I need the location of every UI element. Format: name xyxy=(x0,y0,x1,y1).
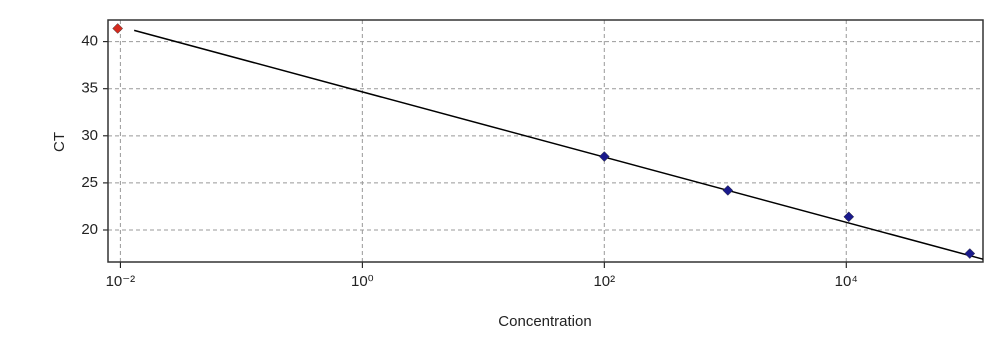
fit-line xyxy=(133,29,984,260)
x-tick-label: 10⁴ xyxy=(835,273,858,290)
y-tick-label: 40 xyxy=(81,33,98,50)
plot-frame xyxy=(107,19,984,263)
y-axis-label: CT xyxy=(51,132,68,152)
data-point xyxy=(598,151,610,162)
x-tick-label: 10² xyxy=(593,273,615,290)
y-tick-label: 25 xyxy=(81,174,98,191)
y-tick-label: 20 xyxy=(81,221,98,238)
y-tick-label: 35 xyxy=(81,80,98,97)
x-tick-label: 10⁻² xyxy=(106,273,136,290)
data-point xyxy=(112,23,124,34)
y-tick-label: 30 xyxy=(81,127,98,144)
data-point xyxy=(843,211,855,223)
x-axis-label: Concentration xyxy=(498,313,591,330)
data-point xyxy=(964,248,976,259)
data-point xyxy=(722,185,734,196)
x-tick-label: 10⁰ xyxy=(351,273,374,290)
